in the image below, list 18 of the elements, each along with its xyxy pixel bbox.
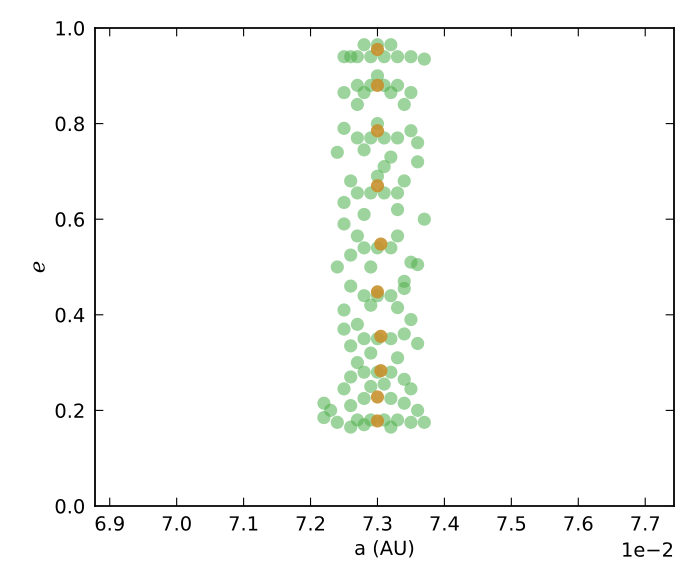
y-tick-label: 0.2 <box>56 403 84 418</box>
y-tick-label: 1.0 <box>56 20 84 36</box>
x-tick-label: 7.3 <box>364 516 392 531</box>
y-tick-label: 0.6 <box>56 212 84 227</box>
y-tick-label: 0.0 <box>56 498 84 514</box>
x-tick-label: 7.1 <box>230 516 258 530</box>
x-tick-label: 7.2 <box>296 516 324 530</box>
x-axis-title: a (AU) <box>355 540 414 558</box>
y-tick-label: 0.8 <box>56 116 84 132</box>
y-axis-title: e <box>33 262 45 272</box>
text: 1e−2 <box>623 542 672 557</box>
x-tick-label: 6.9 <box>96 516 124 531</box>
x-tick-label: 7.6 <box>564 516 593 531</box>
x-tick-label: 7.0 <box>162 516 191 531</box>
x-tick-label: 7.7 <box>631 516 660 530</box>
x-tick-label: 7.4 <box>430 516 459 530</box>
x-tick-label: 7.5 <box>497 516 526 531</box>
y-tick-label: 0.4 <box>56 308 84 322</box>
